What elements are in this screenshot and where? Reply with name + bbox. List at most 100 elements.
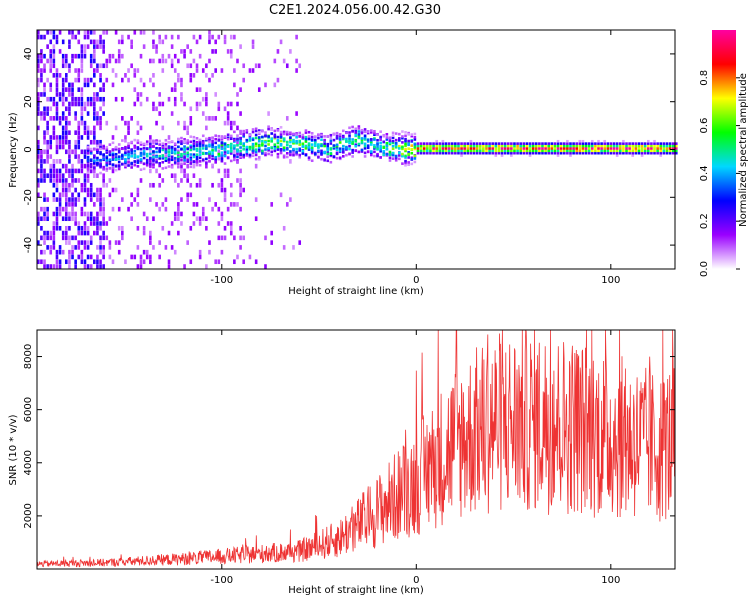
spectrogram-cell	[145, 163, 149, 166]
spectrogram-cell	[61, 96, 65, 102]
spectrogram-cell	[254, 136, 258, 140]
spectrogram-cell	[578, 147, 582, 150]
spectrogram-cell	[164, 34, 168, 40]
spectrogram-cell	[625, 151, 628, 155]
spectrogram-cell	[173, 150, 177, 154]
spectrogram-cell	[594, 147, 597, 150]
spectrogram-cell	[183, 145, 186, 148]
spectrogram-cell	[68, 197, 71, 202]
spectrogram-cell	[211, 137, 214, 140]
spectrogram-cell	[229, 202, 233, 207]
spectrogram-cell	[102, 44, 105, 49]
spectrogram-cell	[161, 178, 165, 183]
spectrogram-cell	[114, 165, 118, 168]
spectrogram-cell	[264, 82, 267, 88]
spectrogram-cell	[133, 87, 137, 92]
spectrogram-cell	[282, 138, 286, 142]
spectrogram-cell	[68, 240, 71, 245]
spectrogram-cell	[485, 151, 488, 155]
spectrogram-cell	[77, 168, 81, 174]
spectrogram-cell	[152, 82, 155, 88]
spectrogram-cell	[245, 150, 249, 154]
spectrogram-cell	[121, 77, 124, 83]
spectrogram-cell	[133, 101, 137, 107]
spectrogram-cell	[257, 136, 261, 139]
spectrogram-cell	[217, 182, 221, 188]
spectrogram-cell	[40, 154, 43, 159]
spectrogram-cell	[578, 144, 582, 148]
spectrogram-cell	[242, 153, 246, 157]
spectrogram-cell	[186, 153, 189, 157]
spectrogram-cell	[152, 30, 155, 35]
spectrogram-cell	[229, 34, 233, 40]
spectrogram-cell	[102, 30, 105, 35]
spectrogram-cell	[416, 147, 420, 150]
spectrogram-cell	[139, 259, 143, 265]
spectrogram-cell	[58, 245, 62, 250]
spectrogram-cell	[40, 149, 43, 155]
spectrogram-cell	[40, 53, 43, 59]
spectrogram-cell	[117, 147, 121, 151]
spectrogram-cell	[248, 155, 252, 159]
spectrogram-cell	[149, 139, 152, 142]
spectrogram-cell	[86, 264, 90, 269]
spectrogram-cell	[441, 144, 445, 148]
colorbar-tick-label: 0.8	[699, 70, 710, 86]
spectrogram-cell	[114, 145, 118, 149]
spectrogram-cell	[108, 162, 112, 166]
spectrogram-cell	[189, 259, 193, 265]
spectrogram-cell	[609, 144, 613, 148]
spectrogram-cell	[211, 206, 214, 212]
spectrogram-cell	[114, 240, 118, 245]
spectrogram-cell	[77, 254, 81, 260]
spectrogram-cell	[360, 150, 364, 153]
spectrogram-cell	[566, 139, 569, 143]
spectrogram-cell	[285, 140, 289, 144]
spectrogram-cell	[52, 34, 56, 40]
spectrogram-cell	[177, 151, 180, 155]
spectrogram-cell	[195, 39, 199, 45]
spectrogram-cell	[351, 155, 354, 158]
spectrogram-cell	[370, 131, 373, 134]
spectrogram-cell	[401, 162, 404, 165]
spectrogram-cell	[226, 221, 230, 226]
spectrogram-cell	[167, 165, 171, 168]
spectrogram-cell	[668, 149, 672, 153]
spectrogram-cell	[575, 144, 579, 148]
spectrogram-cell	[531, 147, 535, 150]
spectrogram-cell	[220, 159, 224, 163]
spectrogram-cell	[223, 173, 227, 178]
spectrogram-cell	[149, 152, 152, 156]
spectrogram-cell	[37, 178, 40, 183]
spectrogram-cell	[173, 249, 177, 255]
spectrogram-cell	[584, 149, 588, 153]
spectrogram-cell	[606, 142, 610, 145]
spectrogram-cell	[229, 146, 233, 149]
spectrogram-cell	[80, 87, 84, 92]
spectrogram-cell	[108, 166, 112, 170]
spectrogram-cell	[289, 131, 292, 135]
spectrogram-cell	[506, 149, 510, 153]
spectrogram-cell	[99, 225, 102, 231]
spectrogram-cell	[167, 141, 171, 144]
spectrogram-cell	[52, 168, 56, 174]
spectrogram-cell	[37, 149, 40, 155]
spectrogram-cell	[226, 116, 230, 121]
spectrogram-cell	[195, 137, 199, 140]
spectrogram-cell	[345, 137, 348, 141]
spectrogram-cell	[270, 150, 274, 154]
spectrogram-cell	[482, 149, 485, 153]
spectrogram-cell	[108, 178, 112, 183]
spectrogram-cell	[348, 126, 351, 130]
spectrogram-cell	[180, 221, 183, 226]
spectrogram-cell	[366, 146, 370, 150]
spectrogram-cell	[86, 240, 90, 245]
spectrogram-cell	[65, 58, 68, 64]
spectrogram-cell	[313, 135, 317, 138]
spectrogram-cell	[89, 39, 93, 45]
spectrogram-cell	[631, 142, 635, 145]
spectrogram-cell	[52, 163, 56, 169]
spectrogram-cell	[575, 151, 579, 155]
spectrogram-cell	[86, 159, 90, 163]
spectrogram-cell	[83, 77, 87, 83]
